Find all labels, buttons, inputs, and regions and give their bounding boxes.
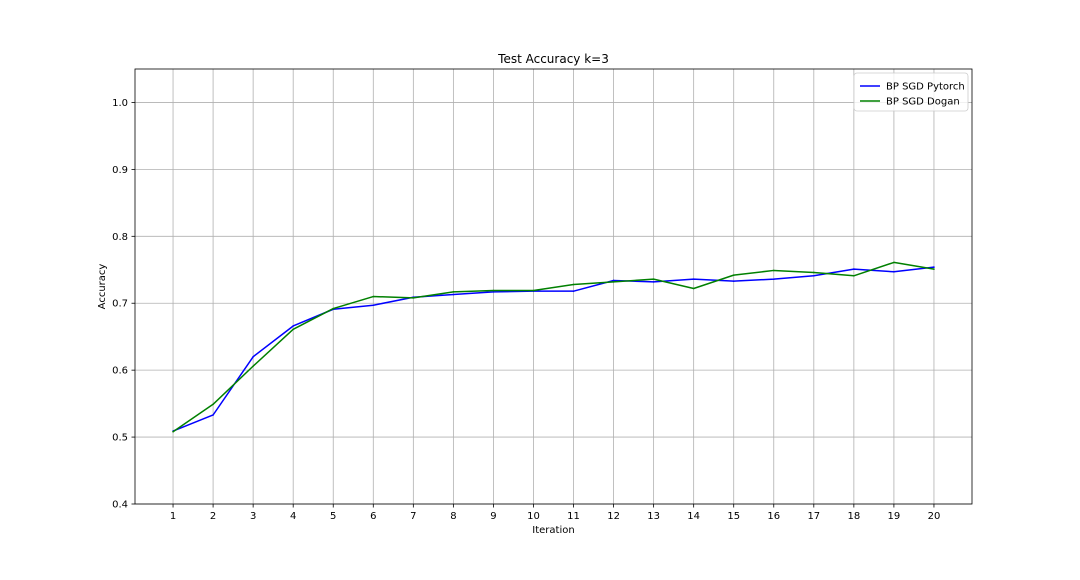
x-tick-label: 4 <box>290 511 296 522</box>
series-2-point <box>692 287 695 290</box>
y-tick-label: 0.7 <box>112 299 128 310</box>
series-1-point <box>813 274 815 277</box>
x-tick-label: 14 <box>687 511 700 522</box>
series-2-point <box>772 269 775 272</box>
x-tick-label: 9 <box>490 511 496 522</box>
x-tick-label: 1 <box>170 511 176 522</box>
x-tick-label: 17 <box>807 511 820 522</box>
series-1-point <box>652 281 655 283</box>
x-tick-label: 2 <box>210 511 216 522</box>
x-tick-label: 7 <box>410 511 416 522</box>
y-tick-label: 0.5 <box>112 433 128 444</box>
series-1-point <box>853 268 855 270</box>
y-tick-label: 0.9 <box>112 165 128 176</box>
series-1-point <box>492 291 495 293</box>
legend: BP SGD Pytorch BP SGD Dogan <box>853 72 969 112</box>
y-tick-label: 0.6 <box>112 366 128 377</box>
series-2-point <box>372 295 375 298</box>
series-1-point <box>292 325 294 327</box>
series-1-point <box>933 266 935 268</box>
series-2-point <box>732 274 735 276</box>
x-axis-label: Iteration <box>532 525 574 536</box>
x-tick-label: 3 <box>250 511 256 522</box>
series-1-point <box>212 414 214 416</box>
x-tick-label: 20 <box>928 511 941 522</box>
series-1-point <box>893 270 895 273</box>
plot-frame <box>134 68 973 505</box>
series-2-point <box>212 403 214 406</box>
y-axis-label: Accuracy <box>97 264 108 310</box>
series-2-point <box>652 278 655 280</box>
series-line-1 <box>172 266 935 432</box>
y-tick-label: 1.0 <box>112 98 128 109</box>
series-2-point <box>893 261 895 264</box>
grid-lines <box>135 69 972 505</box>
legend-label: BP SGD Pytorch <box>886 82 965 93</box>
x-tick-label: 8 <box>450 511 456 522</box>
x-tick-label: 12 <box>607 511 620 522</box>
x-tick-label: 13 <box>647 511 660 522</box>
y-tick-label: 0.4 <box>112 500 128 511</box>
series-2-point <box>492 289 495 292</box>
series-2-point <box>452 291 455 293</box>
series-1-point <box>732 280 735 282</box>
x-tick-label: 5 <box>330 511 336 522</box>
series-2-point <box>412 297 415 299</box>
x-tick-label: 15 <box>727 511 740 522</box>
series-1-point <box>772 278 775 280</box>
series-1-point <box>572 290 575 292</box>
x-tick-label: 10 <box>527 511 540 522</box>
series-1-point <box>452 293 455 296</box>
series-2-point <box>572 283 575 286</box>
axis-ticks: 1 2 3 4 5 6 7 8 9 10 11 12 13 14 15 16 17 18 19 200.40.50.6… <box>112 98 940 522</box>
series-2-point <box>172 430 174 433</box>
chart-title: Test Accuracy k=3 <box>497 52 609 66</box>
series-1-point <box>612 279 615 282</box>
series-lines <box>172 261 935 433</box>
legend-box <box>853 72 969 112</box>
x-tick-label: 16 <box>767 511 780 522</box>
series-2-point <box>612 281 615 283</box>
x-tick-label: 18 <box>847 511 860 522</box>
series-2-point <box>933 268 935 270</box>
legend-label: BP SGD Dogan <box>886 97 960 108</box>
series-1-point <box>372 304 375 307</box>
series-2-point <box>292 328 294 331</box>
x-tick-label: 11 <box>567 511 580 522</box>
series-1-point <box>252 355 254 358</box>
series-2-point <box>252 365 254 367</box>
series-1-point <box>692 278 695 280</box>
series-2-point <box>332 307 335 310</box>
y-tick-label: 0.8 <box>112 232 128 243</box>
series-line-2 <box>172 261 935 433</box>
series-2-point <box>532 289 535 292</box>
series-2-point <box>813 271 815 274</box>
series-2-point <box>853 274 855 277</box>
x-tick-label: 19 <box>888 511 901 522</box>
x-tick-label: 6 <box>370 511 376 522</box>
